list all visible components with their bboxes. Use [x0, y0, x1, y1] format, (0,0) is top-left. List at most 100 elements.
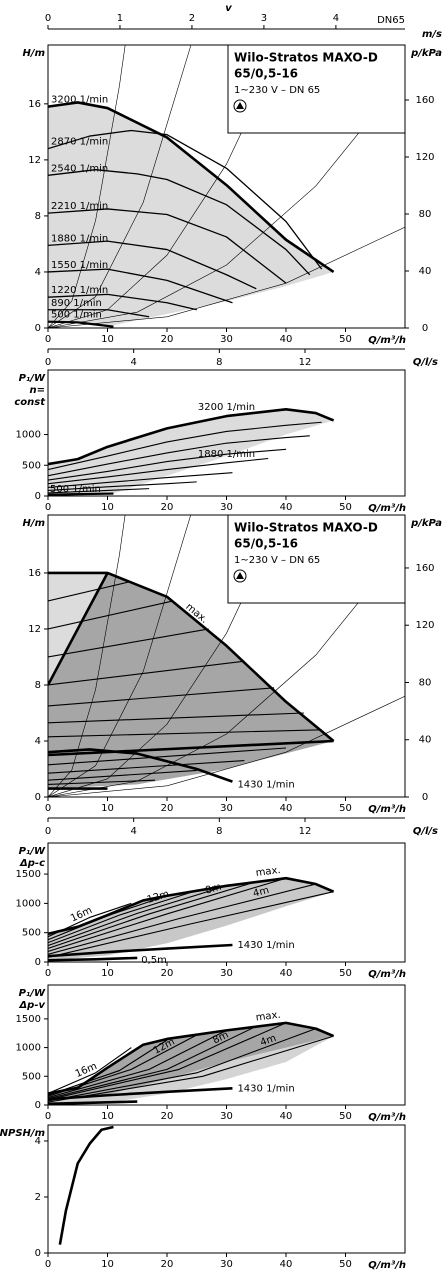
curve — [48, 729, 322, 738]
curve-label: 8m — [204, 881, 223, 896]
y2-tick-label: 120 — [415, 620, 434, 631]
curve — [48, 169, 311, 276]
curve-label: 4m — [252, 885, 270, 900]
plot-area — [58, 1125, 114, 1245]
x2-tick-label: 4 — [130, 826, 136, 837]
title-box — [227, 514, 406, 604]
shaded-region — [48, 102, 334, 326]
plot-area — [48, 1021, 335, 1105]
curve — [48, 895, 168, 941]
x-tick-label: 0 — [45, 502, 51, 513]
y-axis-label: Δp-c — [19, 858, 45, 869]
x-tick-label: 10 — [101, 502, 114, 513]
curve — [48, 240, 257, 290]
curve — [48, 687, 275, 707]
x-tick-label: 0 — [45, 1111, 51, 1122]
x-tick-label: 30 — [220, 1111, 233, 1122]
x2-axis-label: Q/l/s — [413, 357, 438, 368]
pipe-size: DN65 — [377, 15, 405, 26]
y2-tick-label: 0 — [422, 323, 428, 334]
y-axis-label: NPSH/m — [0, 1128, 45, 1139]
y-tick-label: 0 — [35, 1100, 41, 1111]
x2-tick-label: 12 — [299, 357, 312, 368]
shaded-region — [48, 409, 334, 495]
y-axis-label: n= — [30, 385, 46, 396]
y-tick-label: 8 — [35, 211, 41, 222]
y-tick-label: 4 — [35, 736, 41, 747]
x-tick-label: 40 — [280, 1259, 293, 1270]
curve — [48, 268, 233, 304]
curve-label: 1880 1/min — [51, 233, 108, 244]
y-tick-label: 1000 — [16, 1043, 41, 1054]
x2-tick-label: 12 — [299, 826, 312, 837]
curve-label: 1550 1/min — [51, 260, 108, 271]
y2-tick-label: 40 — [419, 735, 432, 746]
x-tick-label: 20 — [161, 803, 174, 814]
curve — [48, 1022, 287, 1101]
x-tick-label: 10 — [101, 803, 114, 814]
x-tick-label: 0 — [45, 334, 51, 345]
x-tick-label: 20 — [161, 334, 174, 345]
x-tick-label: 40 — [280, 968, 293, 979]
curve — [48, 448, 287, 481]
curve — [48, 748, 233, 783]
curve-label: 500 1/min — [51, 310, 102, 321]
x-tick-label: 20 — [161, 968, 174, 979]
y2-axis-label: p/kPa — [410, 48, 442, 59]
y-axis-label: P₁/W — [19, 373, 46, 384]
curve-label: 2210 1/min — [51, 201, 108, 212]
curve — [48, 580, 132, 602]
x2-tick-label: 0 — [45, 826, 51, 837]
x-tick-label: 30 — [220, 803, 233, 814]
curve-label: 2870 1/min — [51, 137, 108, 148]
x-axis-label: Q/m³/h — [368, 969, 406, 980]
curve — [48, 1029, 227, 1099]
x2-axis-label: Q/l/s — [413, 826, 438, 837]
y-axis-label: Δp-v — [18, 1000, 45, 1011]
x-tick-label: 30 — [220, 968, 233, 979]
x-tick-label: 40 — [280, 1111, 293, 1122]
y2-tick-label: 160 — [415, 95, 434, 106]
curve — [48, 1047, 132, 1095]
shaded-region — [48, 1022, 334, 1100]
v-unit: m/s — [422, 29, 442, 40]
y-tick-label: 0 — [35, 792, 41, 803]
y-tick-label: 0 — [35, 323, 41, 334]
curve — [48, 572, 109, 686]
plot-area — [48, 876, 335, 962]
v-tick-label: 1 — [117, 13, 123, 24]
plot-frame — [47, 1124, 406, 1254]
y-axis-label: H/m — [23, 518, 45, 529]
title: Wilo-Stratos MAXO-D — [234, 521, 378, 535]
x-tick-label: 40 — [280, 803, 293, 814]
y-tick-label: 4 — [35, 267, 41, 278]
system-curve — [48, 45, 192, 328]
curve — [48, 628, 209, 658]
x-tick-label: 50 — [339, 502, 352, 513]
system-curve — [48, 75, 405, 328]
curve — [48, 889, 197, 944]
curve-label: 0,5m — [141, 955, 167, 966]
x-axis-label: Q/m³/h — [368, 804, 406, 815]
y-axis-label: const — [14, 397, 46, 408]
x-tick-label: 10 — [101, 1111, 114, 1122]
y2-tick-label: 160 — [415, 563, 434, 574]
y-tick-label: 0 — [35, 1248, 41, 1259]
curve — [48, 600, 174, 630]
x-axis-label: Q/m³/h — [368, 1112, 406, 1123]
subtitle: 65/0,5-16 — [234, 67, 298, 81]
curve-label: 1430 1/min — [237, 940, 294, 951]
curve — [48, 472, 233, 488]
curve-label: 3200 1/min — [51, 95, 108, 106]
x-tick-label: 0 — [45, 803, 51, 814]
curve — [48, 421, 322, 471]
curve — [48, 320, 114, 328]
curve — [48, 1034, 198, 1097]
x-tick-label: 50 — [339, 1259, 352, 1270]
y-axis-label: P₁/W — [19, 988, 46, 999]
subtitle: 65/0,5-16 — [234, 537, 298, 551]
v-tick-label: 2 — [189, 13, 195, 24]
curve-label: 890 1/min — [51, 298, 102, 309]
curve — [48, 571, 335, 742]
curve — [48, 208, 287, 284]
